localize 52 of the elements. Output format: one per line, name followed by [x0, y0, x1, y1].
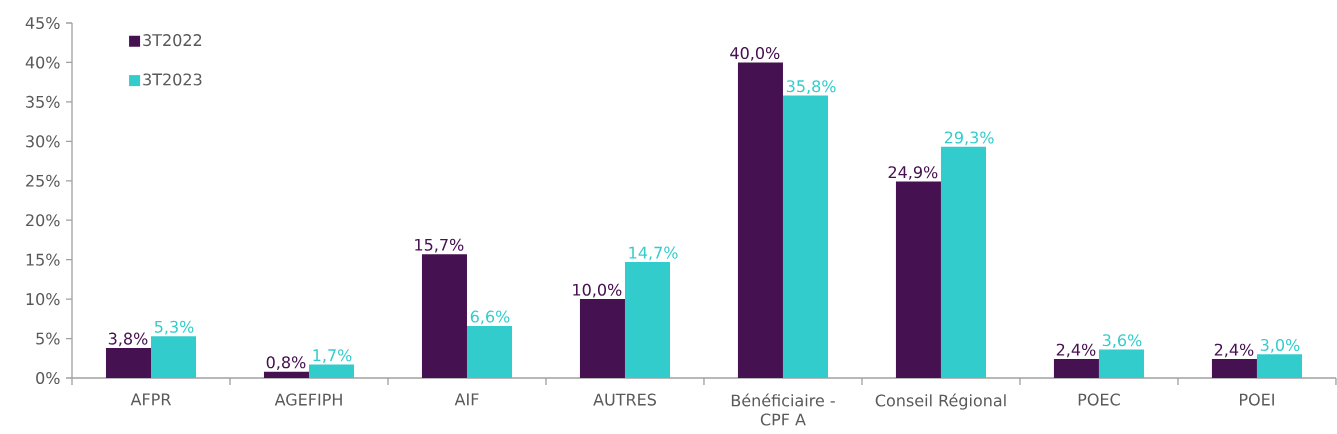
bar [421, 254, 467, 378]
x-tick-label: Bénéficiaire - CPF A [731, 393, 835, 426]
data-label: 40,0% [730, 47, 780, 61]
y-tick-label: 30% [26, 135, 60, 148]
data-label: 1,7% [313, 349, 352, 363]
y-tick-label: 20% [26, 214, 60, 227]
x-tick-label: AUTRES [593, 393, 656, 406]
bar [308, 364, 355, 378]
data-label: 15,7% [415, 238, 464, 253]
x-tick-label: POEI [1240, 393, 1274, 406]
bar [1098, 349, 1144, 378]
data-label: 10,0% [573, 283, 622, 298]
data-label: 2,4% [1214, 343, 1254, 358]
bar [940, 146, 986, 378]
x-tick-label: Conseil Régional [875, 393, 1006, 410]
x-tick-label: AIF [454, 393, 479, 406]
data-label: 35,8% [786, 80, 836, 94]
bar [737, 62, 783, 378]
bar [782, 95, 828, 378]
data-label: 6,6% [470, 310, 510, 325]
bar [579, 299, 625, 378]
y-tick-label: 25% [26, 174, 60, 187]
data-label: 5,3% [154, 320, 194, 335]
data-label: 24,9% [888, 166, 938, 180]
x-tick-label: POEC [1078, 393, 1120, 406]
bar [624, 262, 671, 378]
legend-label: 3T2022 [143, 34, 202, 47]
y-tick-label: 45% [25, 16, 60, 30]
y-tick-label: 5% [36, 332, 60, 345]
bar [1211, 359, 1257, 378]
data-label: 29,3% [944, 131, 994, 146]
bar [1256, 354, 1302, 378]
bar [466, 325, 513, 378]
bar [895, 181, 941, 378]
x-tick-label: AFPR [130, 393, 171, 406]
legend-label: 3T2023 [143, 73, 202, 86]
data-label: 0,8% [266, 356, 306, 370]
data-label: 3,0% [1260, 338, 1300, 353]
data-label: 2,4% [1056, 343, 1096, 358]
bar [151, 336, 197, 378]
data-label: 3,6% [1102, 334, 1142, 348]
y-tick-label: 35% [26, 95, 60, 108]
bar [105, 348, 151, 378]
bar [263, 371, 309, 378]
data-label: 14,7% [629, 246, 678, 261]
bar [1053, 359, 1099, 378]
y-tick-label: 0% [36, 371, 60, 385]
data-label: 3,8% [108, 332, 148, 347]
y-tick-label: 10% [26, 293, 60, 306]
x-tick-label: AGEFIPH [274, 393, 342, 406]
y-tick-label: 15% [26, 253, 60, 266]
y-tick-label: 40% [25, 56, 60, 69]
